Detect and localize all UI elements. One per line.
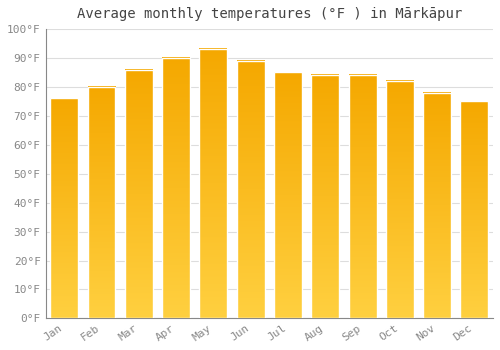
Bar bbox=[312, 75, 339, 318]
Bar bbox=[50, 98, 78, 318]
Bar bbox=[200, 49, 228, 318]
Bar bbox=[348, 75, 376, 318]
Bar bbox=[162, 58, 190, 318]
Bar bbox=[236, 61, 264, 318]
Bar bbox=[423, 93, 451, 318]
Bar bbox=[460, 102, 488, 318]
Bar bbox=[125, 70, 153, 318]
Bar bbox=[274, 72, 302, 318]
Title: Average monthly temperatures (°F ) in Mārkāpur: Average monthly temperatures (°F ) in Mā… bbox=[76, 7, 462, 21]
Bar bbox=[88, 87, 116, 318]
Bar bbox=[386, 81, 414, 318]
